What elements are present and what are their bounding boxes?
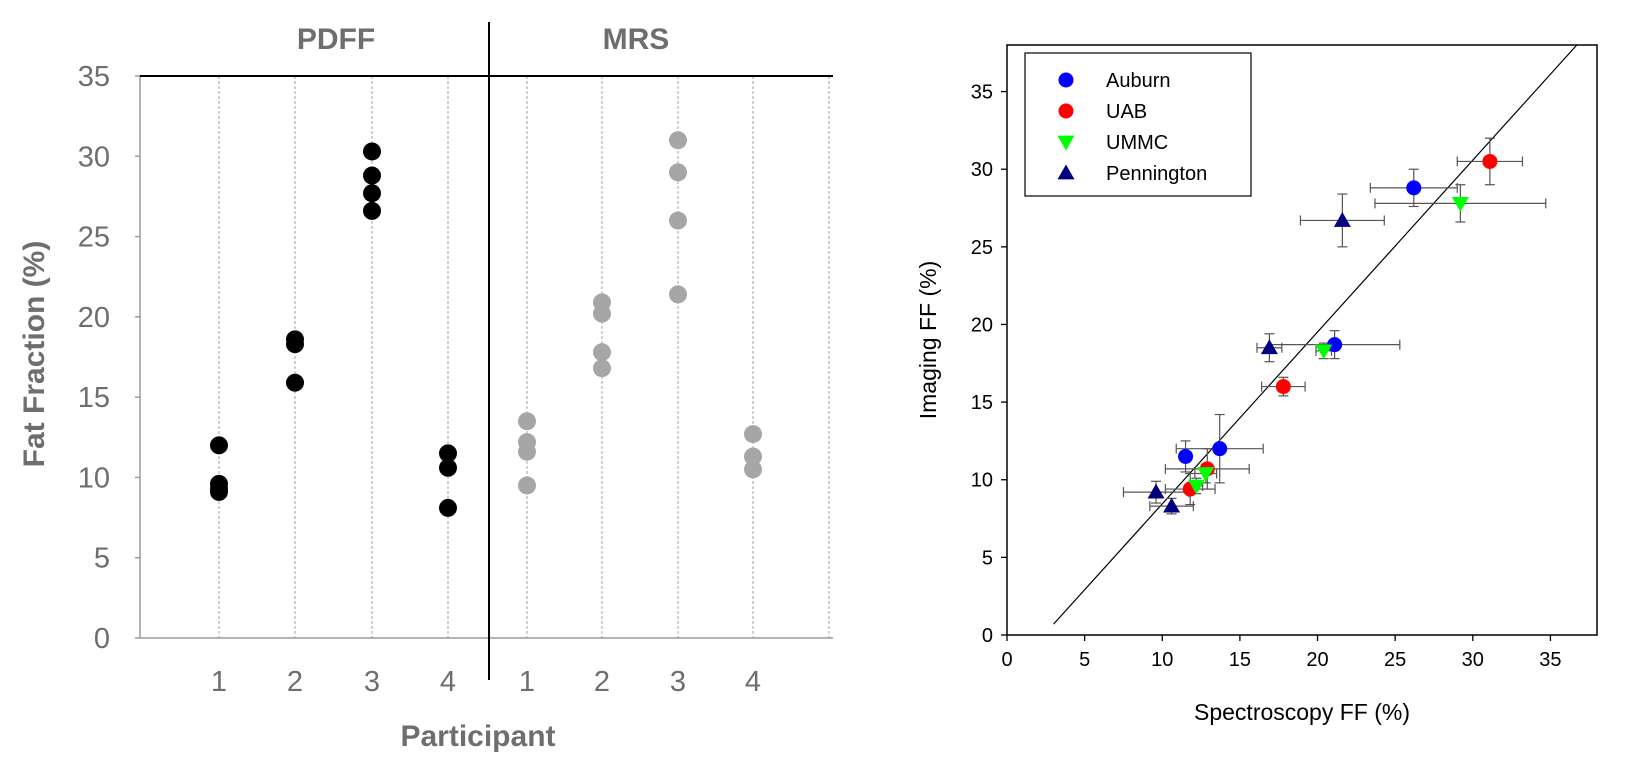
right-plot-frame bbox=[1006, 44, 1598, 636]
left-chart-participant-fat-fraction: 0 5 10 15 20 25 30 35 PDFF MRS 1 2 3 4 1 2 3 4 Participant… bbox=[18, 22, 833, 753]
point-auburn bbox=[1212, 441, 1228, 457]
right-y-tick-label: 20 bbox=[971, 314, 993, 336]
legend-marker-auburn bbox=[1058, 72, 1074, 88]
left-y-axis-label: Fat Fraction (%) bbox=[18, 241, 51, 468]
legend-marker-ummc bbox=[1057, 135, 1075, 151]
right-x-tick-label: 20 bbox=[1306, 649, 1328, 671]
right-y-tick-label: 10 bbox=[971, 470, 993, 492]
right-y-tick-label: 30 bbox=[971, 159, 993, 181]
right-x-axis-label: Spectroscopy FF (%) bbox=[1194, 699, 1410, 725]
left-dot-pdff-p3 bbox=[363, 166, 381, 185]
left-dot-mrs-p1 bbox=[518, 442, 536, 461]
left-y-tick-label: 30 bbox=[78, 141, 110, 173]
left-dot-mrs-p2 bbox=[593, 304, 611, 323]
left-dot-pdff-p3 bbox=[363, 184, 381, 203]
left-x-tick-label: 4 bbox=[745, 666, 761, 698]
left-y-tick-label: 20 bbox=[78, 302, 110, 334]
left-dot-mrs-p4 bbox=[744, 460, 762, 479]
point-ummc bbox=[1197, 467, 1215, 483]
point-pennington bbox=[1163, 497, 1181, 513]
left-x-tick-label: 1 bbox=[519, 666, 535, 698]
legend-label-uab: UAB bbox=[1106, 101, 1147, 123]
right-x-tick-label: 25 bbox=[1384, 649, 1406, 671]
left-x-tick-label: 3 bbox=[364, 666, 380, 698]
left-dot-pdff-p4 bbox=[439, 498, 457, 517]
left-dot-pdff-p4 bbox=[439, 458, 457, 477]
right-x-tick-label: 0 bbox=[1001, 649, 1012, 671]
left-dot-pdff-p1 bbox=[210, 436, 228, 455]
right-chart-imaging-vs-spectroscopy: 0 5 10 15 20 25 30 35 0 5 10 15 20 25 30 35 Spectroscopy… bbox=[915, 44, 1598, 725]
legend-label-ummc: UMMC bbox=[1106, 132, 1168, 154]
left-y-tick-label: 15 bbox=[78, 382, 110, 414]
left-dot-mrs-p4 bbox=[744, 425, 762, 444]
left-dot-mrs-p2 bbox=[593, 359, 611, 378]
panel-title-mrs: MRS bbox=[603, 23, 670, 56]
point-uab bbox=[1275, 379, 1291, 395]
point-pennington bbox=[1333, 211, 1351, 227]
panel-title-pdff: PDFF bbox=[297, 23, 375, 56]
right-y-tick-label: 5 bbox=[982, 547, 993, 569]
legend-marker-pennington bbox=[1057, 164, 1075, 180]
right-y-tick-label: 35 bbox=[971, 82, 993, 104]
right-x-tick-label: 15 bbox=[1229, 649, 1251, 671]
left-dot-pdff-p3 bbox=[363, 142, 381, 161]
point-pennington bbox=[1260, 339, 1278, 355]
point-ummc bbox=[1315, 344, 1333, 360]
right-y-tick-label: 15 bbox=[971, 392, 993, 414]
right-x-tick-label: 35 bbox=[1539, 649, 1561, 671]
left-dot-mrs-p4 bbox=[744, 447, 762, 466]
legend: Auburn UAB UMMC Pennington bbox=[1024, 52, 1252, 197]
left-y-tick-label: 35 bbox=[78, 61, 110, 93]
left-y-tick-label: 10 bbox=[78, 462, 110, 494]
right-x-tick-label: 10 bbox=[1151, 649, 1173, 671]
legend-label-auburn: Auburn bbox=[1106, 70, 1171, 92]
left-dot-mrs-p3 bbox=[669, 131, 687, 150]
left-x-axis-label: Participant bbox=[400, 720, 555, 753]
left-dot-mrs-p1 bbox=[518, 476, 536, 495]
right-y-axis-label: Imaging FF (%) bbox=[915, 261, 941, 419]
left-dot-mrs-p3 bbox=[669, 163, 687, 182]
left-x-tick-label: 3 bbox=[670, 666, 686, 698]
point-ummc bbox=[1451, 196, 1469, 212]
point-auburn bbox=[1406, 180, 1422, 196]
legend-label-pennington: Pennington bbox=[1106, 163, 1207, 185]
point-ummc bbox=[1187, 479, 1205, 495]
left-dot-mrs-p1 bbox=[518, 412, 536, 431]
left-dot-pdff-p1 bbox=[210, 482, 228, 501]
right-x-tick-label: 30 bbox=[1462, 649, 1484, 671]
right-x-tick-label: 5 bbox=[1079, 649, 1090, 671]
left-x-tick-label: 4 bbox=[440, 666, 456, 698]
left-dot-mrs-p2 bbox=[593, 343, 611, 362]
left-dot-mrs-p3 bbox=[669, 211, 687, 230]
left-x-tick-label: 1 bbox=[211, 666, 227, 698]
left-y-tick-label: 0 bbox=[94, 623, 110, 655]
point-uab bbox=[1482, 153, 1498, 169]
left-y-tick-label: 5 bbox=[94, 543, 110, 575]
left-y-tick-label: 25 bbox=[78, 222, 110, 254]
legend-marker-uab bbox=[1058, 103, 1074, 119]
left-dot-pdff-p2 bbox=[286, 335, 304, 354]
left-dot-pdff-p3 bbox=[363, 201, 381, 220]
left-x-tick-label: 2 bbox=[594, 666, 610, 698]
right-y-tick-label: 0 bbox=[982, 625, 993, 647]
point-auburn bbox=[1178, 448, 1194, 464]
left-dot-pdff-p2 bbox=[286, 373, 304, 392]
left-dot-pdff-p4 bbox=[439, 444, 457, 463]
point-pennington bbox=[1147, 483, 1165, 499]
right-y-tick-label: 25 bbox=[971, 237, 993, 259]
left-dot-mrs-p3 bbox=[669, 285, 687, 304]
left-x-tick-label: 2 bbox=[287, 666, 303, 698]
point-auburn bbox=[1327, 337, 1343, 353]
